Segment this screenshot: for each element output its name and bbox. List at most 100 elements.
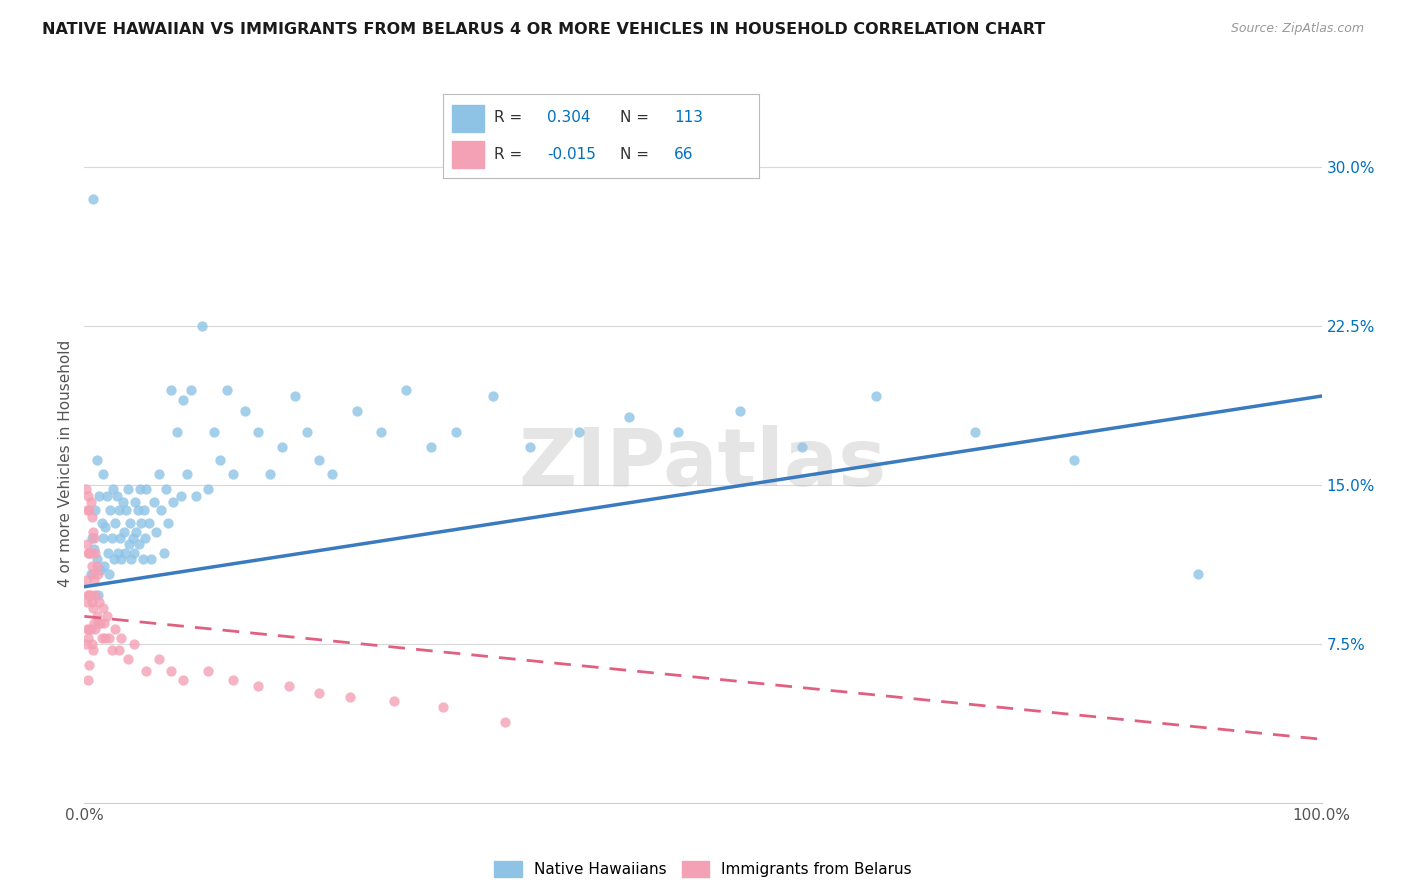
Point bbox=[89, 489, 111, 503]
Point bbox=[1187, 567, 1209, 582]
Point bbox=[215, 383, 238, 397]
Text: R =: R = bbox=[494, 147, 527, 161]
Point bbox=[395, 383, 418, 397]
Point bbox=[83, 574, 105, 588]
Point bbox=[83, 541, 105, 556]
Point bbox=[76, 503, 98, 517]
Point bbox=[94, 520, 117, 534]
Point bbox=[86, 609, 108, 624]
Point bbox=[191, 319, 214, 334]
Point bbox=[84, 622, 107, 636]
Point bbox=[197, 483, 219, 497]
Point bbox=[79, 622, 101, 636]
Bar bbox=[453, 104, 484, 132]
Point bbox=[79, 588, 101, 602]
Point bbox=[101, 483, 124, 497]
Point bbox=[79, 546, 101, 560]
Point bbox=[321, 467, 343, 482]
Point bbox=[129, 516, 152, 530]
Point bbox=[132, 503, 155, 517]
Point bbox=[100, 531, 122, 545]
Point bbox=[87, 615, 110, 630]
Point bbox=[82, 524, 104, 539]
Point bbox=[104, 516, 127, 530]
Point bbox=[145, 524, 167, 539]
Text: -0.015: -0.015 bbox=[547, 147, 596, 161]
Point bbox=[84, 588, 107, 602]
Point bbox=[128, 537, 150, 551]
Point bbox=[160, 383, 183, 397]
Text: NATIVE HAWAIIAN VS IMMIGRANTS FROM BELARUS 4 OR MORE VEHICLES IN HOUSEHOLD CORRE: NATIVE HAWAIIAN VS IMMIGRANTS FROM BELAR… bbox=[42, 22, 1046, 37]
Point bbox=[157, 516, 180, 530]
Point bbox=[148, 651, 170, 665]
Point bbox=[91, 467, 114, 482]
Point bbox=[129, 483, 152, 497]
Point bbox=[150, 503, 173, 517]
Point bbox=[246, 679, 269, 693]
Point bbox=[93, 615, 115, 630]
Point bbox=[125, 524, 148, 539]
Point bbox=[370, 425, 392, 439]
Point bbox=[120, 516, 142, 530]
Point bbox=[135, 665, 157, 679]
Point bbox=[89, 594, 111, 608]
Point bbox=[117, 483, 139, 497]
Text: 66: 66 bbox=[673, 147, 693, 161]
Point bbox=[666, 425, 689, 439]
Point bbox=[108, 503, 131, 517]
Point bbox=[80, 558, 103, 573]
Point bbox=[728, 404, 751, 418]
Point bbox=[96, 609, 118, 624]
Point bbox=[346, 404, 368, 418]
Point bbox=[100, 643, 122, 657]
Point bbox=[965, 425, 987, 439]
Point bbox=[277, 679, 299, 693]
Point bbox=[77, 673, 100, 687]
Point bbox=[246, 425, 269, 439]
Point bbox=[865, 389, 887, 403]
Point bbox=[86, 558, 108, 573]
Point bbox=[77, 546, 100, 560]
Point bbox=[617, 410, 640, 425]
Point bbox=[222, 467, 245, 482]
Point bbox=[110, 631, 132, 645]
Point bbox=[481, 389, 503, 403]
Point bbox=[134, 531, 156, 545]
Point bbox=[87, 588, 110, 602]
Point bbox=[121, 531, 143, 545]
Point bbox=[308, 452, 330, 467]
Point bbox=[90, 516, 112, 530]
Text: 113: 113 bbox=[673, 111, 703, 125]
Point bbox=[82, 192, 104, 206]
Point bbox=[77, 588, 100, 602]
Point bbox=[75, 483, 97, 497]
Point bbox=[170, 489, 193, 503]
Point bbox=[114, 546, 136, 560]
Bar bbox=[453, 141, 484, 169]
Text: 0.304: 0.304 bbox=[547, 111, 591, 125]
Point bbox=[93, 558, 115, 573]
Point bbox=[112, 524, 135, 539]
Point bbox=[86, 452, 108, 467]
Point bbox=[91, 531, 114, 545]
Point bbox=[87, 567, 110, 582]
Text: Source: ZipAtlas.com: Source: ZipAtlas.com bbox=[1230, 22, 1364, 36]
Legend: Native Hawaiians, Immigrants from Belarus: Native Hawaiians, Immigrants from Belaru… bbox=[488, 855, 918, 883]
Point bbox=[80, 637, 103, 651]
Point bbox=[271, 440, 294, 454]
Point bbox=[432, 700, 454, 714]
Text: R =: R = bbox=[494, 111, 527, 125]
Point bbox=[82, 643, 104, 657]
Point bbox=[155, 483, 177, 497]
Point bbox=[138, 516, 160, 530]
Point bbox=[172, 393, 194, 408]
Point bbox=[98, 503, 121, 517]
Point bbox=[180, 383, 202, 397]
Point bbox=[172, 673, 194, 687]
Point bbox=[117, 651, 139, 665]
Point bbox=[197, 665, 219, 679]
Point bbox=[80, 594, 103, 608]
Point bbox=[76, 622, 98, 636]
Point bbox=[127, 503, 149, 517]
Point bbox=[107, 546, 129, 560]
